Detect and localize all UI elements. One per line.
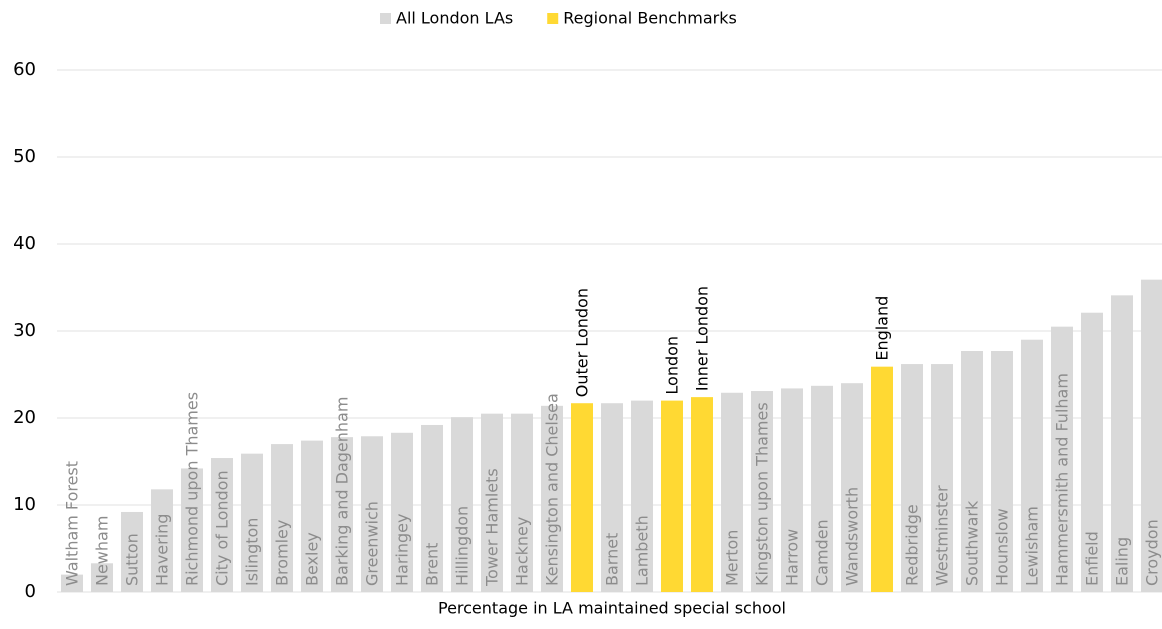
bar bbox=[1021, 339, 1043, 592]
category-label: Brent bbox=[423, 543, 442, 586]
bar bbox=[751, 391, 773, 592]
bar bbox=[601, 403, 623, 592]
y-tick-label: 40 bbox=[13, 233, 36, 254]
bar bbox=[61, 574, 83, 592]
y-tick-label: 50 bbox=[13, 146, 36, 167]
category-label: Richmond upon Thames bbox=[183, 392, 202, 586]
category-label: Islington bbox=[243, 518, 262, 586]
bar bbox=[481, 413, 503, 592]
category-label: Enfield bbox=[1083, 531, 1102, 586]
category-label: Lambeth bbox=[633, 515, 652, 586]
category-label: Kingston upon Thames bbox=[753, 402, 772, 586]
x-axis-title: Percentage in LA maintained special scho… bbox=[438, 599, 786, 618]
category-label: Redbridge bbox=[903, 504, 922, 586]
bar bbox=[661, 400, 683, 592]
category-label: City of London bbox=[213, 470, 232, 586]
category-label: Hillingdon bbox=[453, 506, 472, 586]
bar bbox=[91, 563, 113, 592]
category-label: Camden bbox=[813, 519, 832, 586]
bar bbox=[991, 351, 1013, 592]
bar bbox=[901, 364, 923, 592]
bar bbox=[541, 405, 563, 592]
bar bbox=[121, 511, 143, 592]
bar bbox=[841, 383, 863, 592]
category-label: Outer London bbox=[573, 288, 592, 397]
y-tick-label: 10 bbox=[13, 494, 36, 515]
bar bbox=[721, 392, 743, 592]
category-label: Lewisham bbox=[1023, 506, 1042, 586]
bar bbox=[571, 403, 593, 592]
category-label: Hounslow bbox=[993, 508, 1012, 586]
bar bbox=[811, 385, 833, 592]
category-label: Wandsworth bbox=[843, 487, 862, 586]
category-label: Bexley bbox=[303, 532, 322, 586]
bar bbox=[631, 400, 653, 592]
bar bbox=[1051, 326, 1073, 592]
y-tick-label: 60 bbox=[13, 59, 36, 80]
category-label: Inner London bbox=[693, 286, 712, 391]
category-label: Merton bbox=[723, 530, 742, 586]
bar bbox=[361, 436, 383, 592]
bar bbox=[961, 351, 983, 592]
category-label: Barking and Dagenham bbox=[333, 397, 352, 586]
category-label: Haringey bbox=[393, 514, 412, 586]
bar bbox=[931, 364, 953, 592]
bar bbox=[301, 440, 323, 592]
category-label: Croydon bbox=[1143, 519, 1162, 586]
category-label: Harrow bbox=[783, 529, 802, 586]
bar bbox=[151, 489, 173, 592]
bar bbox=[271, 444, 293, 592]
y-tick-label: 0 bbox=[25, 581, 36, 602]
legend-swatch bbox=[380, 13, 391, 24]
bar bbox=[421, 424, 443, 592]
category-label: Kensington and Chelsea bbox=[543, 393, 562, 586]
category-label: Havering bbox=[153, 514, 172, 586]
bar bbox=[241, 453, 263, 592]
category-label: Ealing bbox=[1113, 537, 1132, 586]
category-label: England bbox=[873, 296, 892, 361]
legend-label: All London LAs bbox=[396, 9, 513, 28]
category-label: Greenwich bbox=[363, 501, 382, 586]
bar bbox=[331, 437, 353, 592]
category-label: Hammersmith and Fulham bbox=[1053, 373, 1072, 586]
category-label: Sutton bbox=[123, 533, 142, 586]
bar bbox=[181, 468, 203, 592]
category-label: Bromley bbox=[273, 520, 292, 586]
bar bbox=[391, 432, 413, 592]
category-label: Hackney bbox=[513, 517, 532, 586]
bar bbox=[1111, 295, 1133, 592]
bar bbox=[451, 417, 473, 592]
bar bbox=[511, 413, 533, 592]
bar bbox=[211, 458, 233, 592]
bar bbox=[871, 366, 893, 592]
legend-swatch bbox=[547, 13, 559, 24]
legend-label: Regional Benchmarks bbox=[563, 9, 737, 28]
category-label: Barnet bbox=[603, 533, 622, 586]
category-label: Tower Hamlets bbox=[483, 468, 502, 587]
category-label: Southwark bbox=[963, 500, 982, 586]
bar bbox=[1141, 279, 1162, 592]
y-tick-label: 30 bbox=[13, 320, 36, 341]
category-label: London bbox=[663, 336, 682, 395]
y-tick-label: 20 bbox=[13, 407, 36, 428]
category-label: Waltham Forest bbox=[63, 461, 82, 586]
category-label: Newham bbox=[93, 516, 112, 586]
bar bbox=[781, 388, 803, 592]
category-label: Westminster bbox=[933, 485, 952, 586]
bar bbox=[691, 397, 713, 592]
bar bbox=[1081, 312, 1103, 592]
